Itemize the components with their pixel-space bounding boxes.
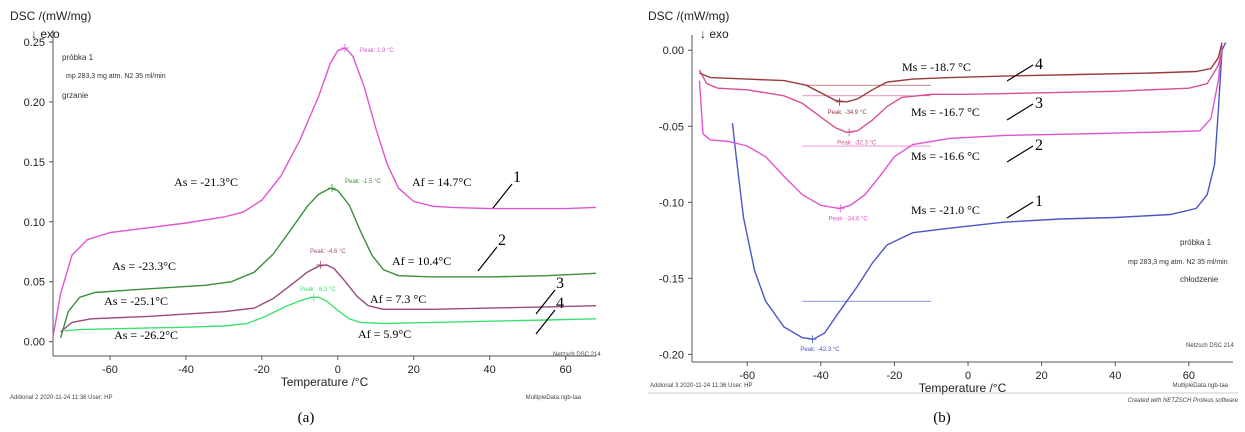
panel-b-instrument: Netzsch DSC 214 <box>1186 343 1234 349</box>
panel-b-series-3-leader <box>1006 103 1034 121</box>
panel-a-series-2-line <box>59 187 597 339</box>
panel-b-series-4-number: 4 <box>1035 56 1043 73</box>
panel-a-xtick-label: -40 <box>178 364 194 376</box>
panel-a-ytick-label: 0.20 <box>24 97 45 109</box>
panel-b-series-3-ms-label: Ms = -16.7 °C <box>911 105 980 119</box>
panel-a-ytick-label: 0.00 <box>24 337 45 349</box>
panel-b-xtick-label: 40 <box>1109 370 1121 382</box>
panel-a-info-line: próbka 1 <box>62 53 94 62</box>
panel-b-info-line: chłodzenie <box>1180 275 1219 284</box>
panel-a-series-1-leader <box>492 183 513 209</box>
panel-a-xtick-label: -20 <box>254 364 270 376</box>
panel-a-series-1-line <box>52 47 597 337</box>
panel-b-xtick-label: 20 <box>1036 370 1048 382</box>
panel-b-info-line: próbka 1 <box>1180 238 1212 247</box>
panel-a-xlabel: Temperature /°C <box>281 375 369 389</box>
panel-a-series-2-leader <box>477 246 498 272</box>
panel-b-series-2-number: 2 <box>1035 137 1043 154</box>
panel-a-series-4-number: 4 <box>556 295 564 312</box>
panel-b-ytick-label: -0.20 <box>659 349 684 361</box>
panel-a-info-line: grzanie <box>62 91 89 100</box>
panel-b-series-4-ms-label: Ms = -18.7 °C <box>902 60 971 74</box>
panel-a-series-3-leader <box>535 289 556 315</box>
panel-a-series-3-onset-label: As = -25.1°C <box>104 294 168 308</box>
panel-a-series-2-number: 2 <box>498 232 506 249</box>
panel-a-xtick-label: 0 <box>335 364 341 376</box>
panel-b-series-2-ms-label: Ms = -16.6 °C <box>911 149 980 163</box>
panel-a-series-3-end-label: Af = 7.3 °C <box>370 292 426 306</box>
panel-a-series-2-peak-label: Peak: -1.5 °C <box>345 179 381 185</box>
panel-a-series-3-peak-label: Peak: -4.6 °C <box>310 249 346 255</box>
panel-b-info-line: mp 283,3 mg atm. N2 35 ml/min <box>1128 259 1228 266</box>
panel-b-ytick-label: 0.00 <box>663 45 684 57</box>
panel-b-xtick-label: -60 <box>739 370 755 382</box>
panel-a-xtick-label: 20 <box>408 364 420 376</box>
panel-a-info-line: mp 283,3 mg atm. N2 35 ml/min <box>66 73 166 80</box>
panel-a-series-1-peak-label: Peak: 1.9 °C <box>360 48 394 54</box>
panel-b-series-4-line <box>699 42 1223 103</box>
panel-a-series-3-line <box>60 264 597 333</box>
panel-b-series-1-peak-label: Peak: -42.3 °C <box>800 347 840 353</box>
panel-a-series-4-onset-label: As = -26.2°C <box>114 328 178 342</box>
panel-a-footer-right: MultipleData.ngb-taa <box>526 395 582 401</box>
panel-b-ytick-label: -0.05 <box>659 121 684 133</box>
panel-b-series-2-line <box>698 45 1223 210</box>
panel-b-ytick-label: -0.15 <box>659 273 684 285</box>
panel-a-xtick-label: 40 <box>484 364 496 376</box>
panel-b-footer-credit: Created with NETZSCH Proteus software <box>1128 398 1239 404</box>
panel-a-series-1-onset-label: As = -21.3°C <box>174 175 238 189</box>
panel-a-instrument: Netzsch DSC 214 <box>553 352 601 358</box>
panel-b-series-1-leader <box>1006 201 1034 219</box>
panel-b-series-1-number: 1 <box>1035 193 1043 210</box>
panel-b-series-3-line <box>698 50 1223 134</box>
panel-b-series-3-peak-label: Peak: -32.3 °C <box>837 140 877 146</box>
panel-a-exo-label: ↓ exo <box>31 27 60 41</box>
panel-b-footer-left: Addional 3 2020-11-24 11:36 User: HP <box>650 383 753 389</box>
panel-b-caption: (b) <box>933 410 951 426</box>
panel-b-series-4-leader <box>1006 64 1034 82</box>
panel-b-series-1-line <box>731 42 1227 340</box>
panel-a-caption: (a) <box>298 410 315 426</box>
panel-b-xlabel: Temperature /°C <box>919 381 1007 395</box>
panel-b-series-4-peak-label: Peak: -34.9 °C <box>828 110 868 116</box>
panel-a-ytick-label: 0.15 <box>24 157 45 169</box>
panel-a-ytick-label: 0.25 <box>24 37 45 49</box>
panel-a-series-4-peak-label: Peak: -6.3 °C <box>300 287 336 293</box>
panel-a-ytick-label: 0.05 <box>24 277 45 289</box>
panel-a-series-2-end-label: Af = 10.4°C <box>392 254 451 268</box>
panel-b-ytick-label: -0.10 <box>659 197 684 209</box>
panel-b-ylabel: DSC /(mW/mg) <box>648 9 729 23</box>
panel-a-ylabel: DSC /(mW/mg) <box>10 9 91 23</box>
panel-b-series-2-leader <box>1006 145 1034 163</box>
panel-b-exo-label: ↓ exo <box>700 27 729 41</box>
panel-a-ytick-label: 0.10 <box>24 217 45 229</box>
panel-b-xtick-label: 60 <box>1183 370 1195 382</box>
panel-b-series-1-ms-label: Ms = -21.0 °C <box>911 203 980 217</box>
panel-b-series-3-number: 3 <box>1035 95 1043 112</box>
panel-a-series-1-end-label: Af = 14.7°C <box>412 175 471 189</box>
panel-a-xtick-label: -60 <box>102 364 118 376</box>
panel-a-xtick-label: 60 <box>559 364 571 376</box>
panel-a-series-4-leader <box>535 309 556 335</box>
panel-b-footer-right: MultipleData.ngb-taa <box>1173 383 1229 389</box>
panel-a-footer-left: Addional 2 2020-11-24 11:36 User: HP <box>10 395 113 401</box>
panel-a-series-3-number: 3 <box>556 275 564 292</box>
panel-a-series-4-end-label: Af = 5.9°C <box>358 327 411 341</box>
panel-a-series-2-onset-label: As = -23.3°C <box>112 259 176 273</box>
panel-b-xtick-label: -40 <box>813 370 829 382</box>
panel-b-series-2-peak-label: Peak: -34.6 °C <box>829 216 869 222</box>
panel-a-series-1-number: 1 <box>513 169 521 186</box>
panel-b-xtick-label: -20 <box>886 370 902 382</box>
panel-b-xtick-label: 0 <box>965 370 971 382</box>
